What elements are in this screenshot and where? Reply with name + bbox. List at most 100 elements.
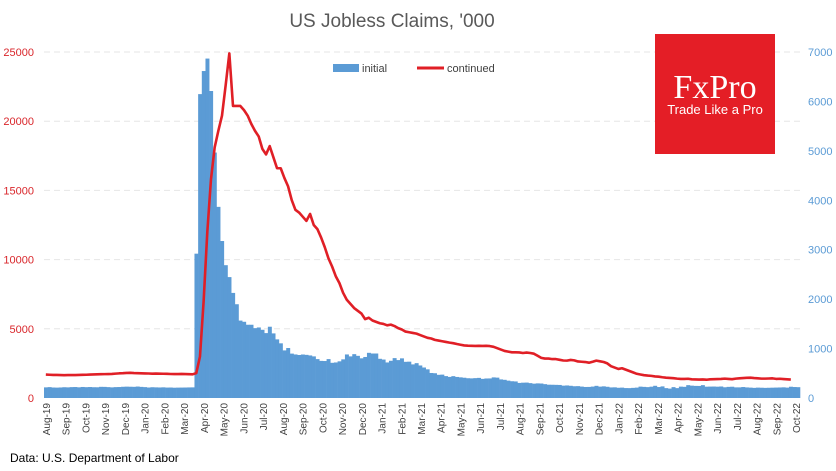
right-axis-tick-label: 7000	[808, 47, 832, 59]
bar-initial	[433, 373, 437, 398]
bar-initial	[715, 386, 720, 398]
x-axis-tick-label: Feb-20	[160, 403, 171, 435]
bar-initial	[286, 348, 291, 398]
bar-initial	[678, 386, 683, 398]
x-axis-tick-label: Jun-20	[239, 403, 250, 434]
bar-initial	[55, 387, 59, 398]
bar-initial	[686, 385, 691, 398]
bar-initial	[649, 386, 654, 398]
brand-tagline: Trade Like a Pro	[667, 102, 763, 117]
bar-initial	[102, 386, 107, 398]
bar-initial	[532, 383, 537, 398]
bar-initial	[135, 386, 140, 398]
bar-initial	[469, 378, 474, 398]
bar-initial	[113, 387, 118, 398]
bar-initial	[84, 387, 89, 398]
legend-initial-label: initial	[362, 63, 387, 75]
bar-initial	[473, 378, 478, 398]
bar-initial	[422, 367, 426, 398]
bar-initial	[370, 353, 375, 398]
right-axis-tick-label: 2000	[808, 294, 832, 306]
bar-initial	[256, 327, 261, 398]
bar-initial	[407, 361, 412, 398]
bar-initial	[730, 386, 735, 398]
bar-initial	[587, 386, 592, 398]
x-axis-tick-label: Sep-19	[62, 403, 73, 436]
bar-initial	[484, 378, 489, 398]
bar-initial	[385, 362, 390, 398]
bar-initial	[216, 206, 221, 398]
x-axis-tick-label: Jan-20	[141, 403, 152, 434]
bar-initial	[187, 387, 192, 398]
bar-initial	[777, 387, 782, 398]
bar-initial	[344, 354, 349, 398]
legend-initial-swatch	[333, 64, 359, 72]
bar-initial	[146, 387, 151, 398]
bar-initial	[80, 386, 85, 398]
bar-initial	[561, 385, 566, 398]
bar-initial	[623, 388, 628, 398]
bar-initial	[539, 383, 544, 398]
bar-initial	[267, 326, 272, 398]
bar-initial	[326, 359, 331, 398]
bar-initial	[543, 384, 548, 398]
x-axis-tick-label: Jun-21	[476, 403, 487, 434]
bar-initial	[554, 384, 559, 398]
bar-initial	[741, 387, 746, 398]
bar-initial	[403, 361, 408, 398]
left-axis-tick-label: 25000	[3, 47, 34, 59]
bar-initial	[491, 377, 496, 398]
bar-initial	[194, 253, 199, 398]
x-axis-tick-label: Sep-22	[772, 403, 783, 436]
bar-initial	[752, 387, 757, 398]
bar-initial	[234, 304, 239, 398]
x-axis-tick-label: Oct-19	[82, 403, 93, 433]
x-axis-tick-label: Aug-19	[42, 403, 53, 436]
bar-initial	[124, 386, 129, 398]
bar-initial	[627, 388, 632, 398]
bar-initial	[293, 354, 298, 398]
x-axis-tick-label: Oct-21	[555, 403, 566, 433]
bar-initial	[495, 377, 500, 398]
x-axis-tick-label: Jul-22	[733, 403, 744, 431]
bar-initial	[605, 386, 610, 398]
bar-initial	[499, 379, 504, 398]
bar-initial	[726, 386, 731, 398]
x-axis-tick-label: May-22	[693, 403, 704, 437]
bar-initial	[528, 383, 533, 398]
bar-initial	[785, 387, 790, 398]
bar-initial	[289, 353, 294, 398]
bar-initial	[517, 382, 522, 398]
bar-initial	[245, 324, 250, 398]
bar-initial	[304, 354, 309, 398]
bar-initial	[172, 387, 177, 398]
bar-initial	[161, 387, 166, 398]
bar-initial	[399, 358, 404, 398]
bar-initial	[792, 387, 797, 398]
x-axis-tick-label: Jul-20	[259, 403, 270, 431]
bar-initial	[117, 387, 122, 398]
bar-initial	[355, 355, 360, 398]
x-axis-tick-label: Sep-20	[299, 403, 310, 436]
bar-initial	[44, 387, 48, 398]
bar-initial	[488, 378, 493, 398]
bar-initial	[51, 387, 56, 398]
brand-name: FxPro	[673, 69, 756, 106]
x-axis-tick-label: Jul-21	[496, 403, 507, 431]
bar-initial	[297, 354, 302, 398]
bar-initial	[708, 386, 713, 398]
bar-initial	[744, 387, 749, 398]
bar-initial	[165, 387, 170, 398]
bar-initial	[513, 381, 518, 398]
legend: initial continued	[333, 63, 495, 75]
bar-initial	[645, 387, 650, 398]
bar-initial	[392, 358, 397, 398]
bar-initial	[278, 343, 283, 398]
bar-initial	[227, 277, 232, 398]
bar-initial	[579, 386, 584, 398]
bar-initial	[480, 378, 485, 398]
bar-initial	[154, 387, 159, 398]
bar-initial	[69, 387, 74, 398]
continued-claims-line	[45, 52, 791, 382]
bar-initial	[179, 387, 184, 398]
